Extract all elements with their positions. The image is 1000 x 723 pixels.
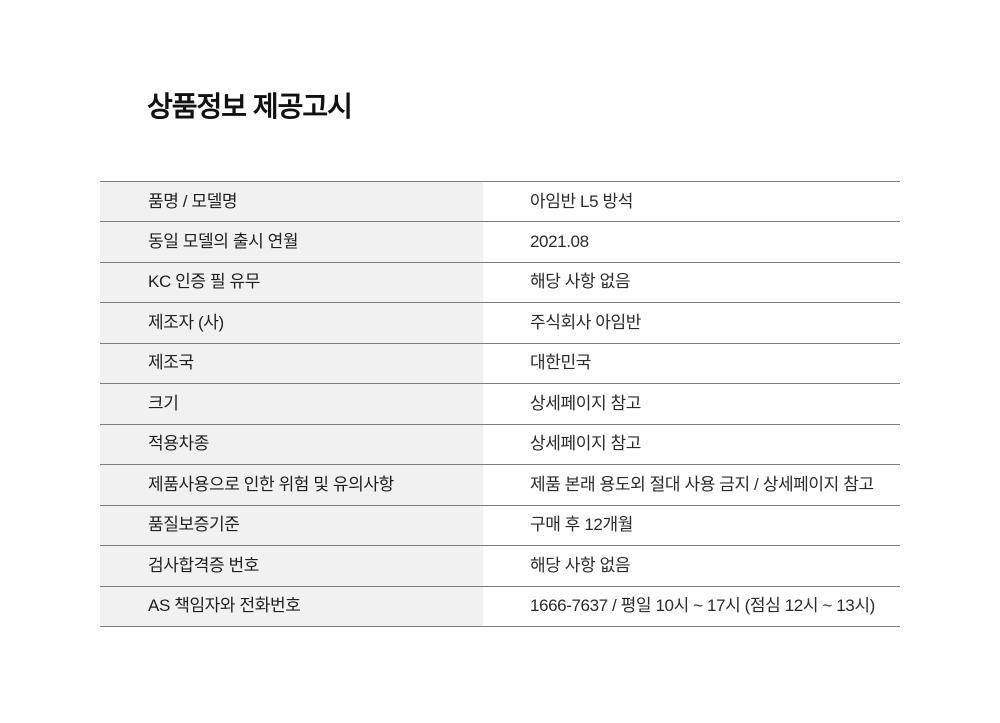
row-label: 크기 (100, 384, 483, 424)
table-row-inspection-certificate: 검사합격증 번호 해당 사항 없음 (100, 545, 900, 586)
row-value: 구매 후 12개월 (483, 505, 900, 546)
row-label: AS 책임자와 전화번호 (100, 586, 483, 626)
row-value: 주식회사 아임반 (483, 303, 900, 343)
product-info-table: 품명 / 모델명 아임반 L5 방석 동일 모델의 출시 연월 2021.08 … (100, 181, 900, 627)
row-label: 제조국 (100, 343, 483, 384)
row-value: 해당 사항 없음 (483, 546, 900, 586)
row-value: 대한민국 (483, 343, 900, 384)
table-row-as-contact: AS 책임자와 전화번호 1666-7637 / 평일 10시 ~ 17시 (점… (100, 585, 900, 626)
table-row-release-date: 동일 모델의 출시 연월 2021.08 (100, 221, 900, 262)
page-title: 상품정보 제공고시 (147, 91, 353, 122)
row-label: 동일 모델의 출시 연월 (100, 222, 483, 262)
row-label: 품질보증기준 (100, 505, 483, 546)
row-label: 제품사용으로 인한 위험 및 유의사항 (100, 465, 483, 505)
table-row-warranty: 품질보증기준 구매 후 12개월 (100, 504, 900, 546)
row-value: 아임반 L5 방석 (483, 182, 900, 222)
table-row-country-of-origin: 제조국 대한민국 (100, 342, 900, 384)
row-value: 제품 본래 용도외 절대 사용 금지 / 상세페이지 참고 (483, 465, 900, 505)
table-row-applicable-vehicle: 적용차종 상세페이지 참고 (100, 423, 900, 465)
row-label: KC 인증 필 유무 (100, 262, 483, 303)
row-label: 적용차종 (100, 424, 483, 465)
row-value: 1666-7637 / 평일 10시 ~ 17시 (점심 12시 ~ 13시) (483, 586, 900, 626)
table-row-kc-certification: KC 인증 필 유무 해당 사항 없음 (100, 261, 900, 303)
row-value: 해당 사항 없음 (483, 262, 900, 303)
row-label: 품명 / 모델명 (100, 182, 483, 222)
table-row-manufacturer: 제조자 (사) 주식회사 아임반 (100, 302, 900, 343)
row-value: 2021.08 (483, 222, 900, 262)
row-label: 검사합격증 번호 (100, 546, 483, 586)
table-row-size: 크기 상세페이지 참고 (100, 383, 900, 424)
table-row-product-name: 품명 / 모델명 아임반 L5 방석 (100, 181, 900, 222)
row-label: 제조자 (사) (100, 303, 483, 343)
row-value: 상세페이지 참고 (483, 384, 900, 424)
row-value: 상세페이지 참고 (483, 424, 900, 465)
table-row-usage-warning: 제품사용으로 인한 위험 및 유의사항 제품 본래 용도외 절대 사용 금지 /… (100, 464, 900, 505)
